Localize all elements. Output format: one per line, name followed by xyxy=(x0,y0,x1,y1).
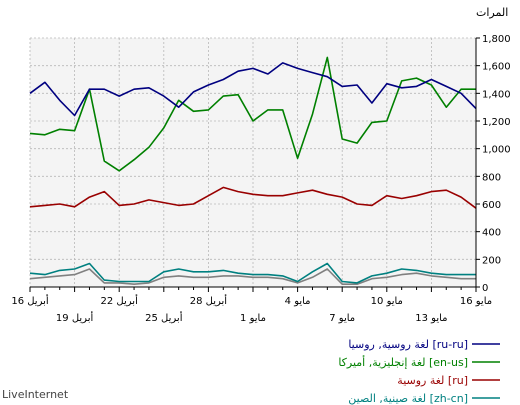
y-tick-label: 1,000 xyxy=(482,145,511,156)
series-layer xyxy=(29,56,477,286)
y-tick-label: 1,200 xyxy=(482,117,511,128)
x-tick-label: 22 أبريل xyxy=(101,294,139,307)
y-axis-label: المرات xyxy=(476,6,508,19)
series-line-ko xyxy=(29,268,476,286)
x-tick-label: 16 أبريل xyxy=(11,294,49,307)
x-tick-label: 10 مايو xyxy=(371,296,403,307)
series-line-en-us xyxy=(29,56,476,172)
y-tick-label: 1,800 xyxy=(482,34,511,45)
legend: لغة روسية, روسيا [ru-ru] لغة إنجليزية, أم… xyxy=(338,338,500,405)
x-tick-label: 28 أبريل xyxy=(190,294,228,307)
brand-label: LiveInternet xyxy=(2,388,69,401)
x-tick-label: 25 أبريل xyxy=(145,311,183,324)
y-ticks: 0 200 400 600 800 1,000 1,200 1,400 1,600 1,800 xyxy=(476,34,511,294)
series-line-zh-cn xyxy=(29,262,476,284)
legend-label-en-us: لغة إنجليزية, أميركا [en-us] xyxy=(338,355,468,369)
y-tick-label: 400 xyxy=(482,228,501,239)
y-tick-label: 1,600 xyxy=(482,62,511,73)
y-tick-label: 1,400 xyxy=(482,89,511,100)
legend-label-ru-ru: لغة روسية, روسيا [ru-ru] xyxy=(348,338,468,351)
x-tick-label: 4 مايو xyxy=(285,296,311,307)
x-tick-label: 7 مايو xyxy=(329,313,355,324)
x-tick-label: 1 مايو xyxy=(240,313,266,324)
y-tick-label: 600 xyxy=(482,200,501,211)
x-tick-label: 19 أبريل xyxy=(56,311,94,324)
y-tick-label: 200 xyxy=(482,255,501,266)
x-tick-label: 13 مايو xyxy=(415,313,447,324)
x-tick-label: 16 مايو xyxy=(460,296,492,307)
x-ticks: 16 مايو 10 مايو 4 مايو 28 أبريل 22 أبريل 16 أ… xyxy=(11,287,492,324)
legend-label-ru: لغة روسية [ru] xyxy=(397,374,468,387)
legend-label-zh-cn: لغة صينية, الصين [zh-cn] xyxy=(348,392,468,405)
y-tick-label: 0 xyxy=(482,283,488,294)
series-line-ru-ru xyxy=(29,62,477,117)
series-line-ru xyxy=(29,186,477,209)
y-tick-label: 800 xyxy=(482,172,501,183)
